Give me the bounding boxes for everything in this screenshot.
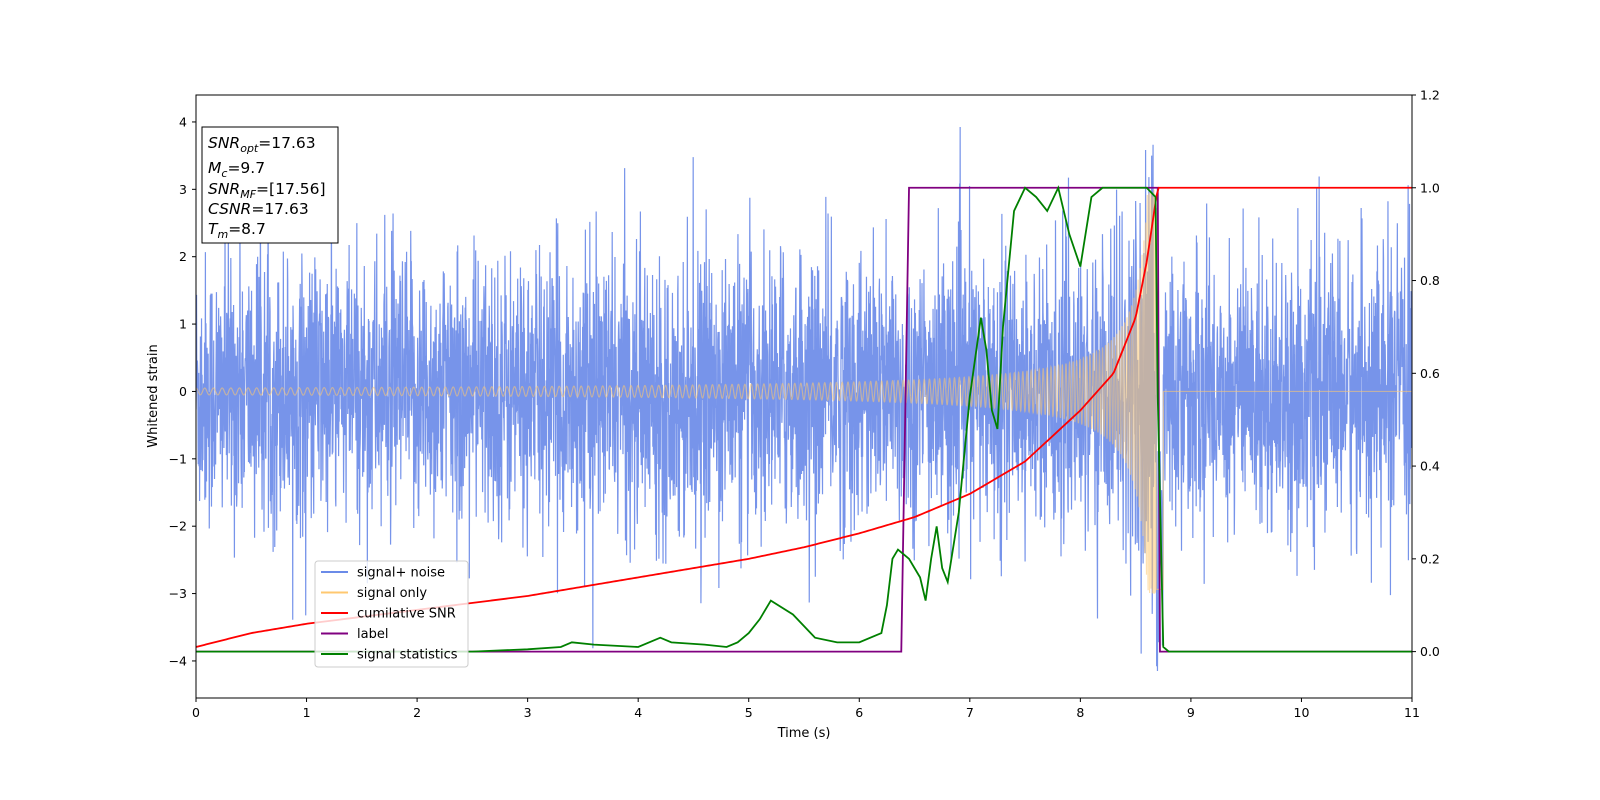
y-left-tick-label: 4 <box>179 114 187 129</box>
x-tick-label: 10 <box>1294 705 1310 720</box>
legend-entry-label: signal+ noise <box>357 566 445 581</box>
x-tick-label: 0 <box>192 705 200 720</box>
x-tick-label: 5 <box>745 705 753 720</box>
x-tick-label: 1 <box>303 705 311 720</box>
x-axis-ticks: 0 1 2 3 4 5 6 7 8 9 10 11 <box>192 698 1420 720</box>
y-left-tick-label: 3 <box>179 182 187 197</box>
x-tick-label: 9 <box>1187 705 1195 720</box>
y-left-tick-label: −4 <box>169 653 187 668</box>
series-signal-noise <box>196 126 1412 672</box>
y-left-tick-label: −3 <box>169 586 187 601</box>
info-line: SNRMF=[17.56] <box>208 180 326 201</box>
x-tick-label: 4 <box>634 705 642 720</box>
legend-entry-label: label <box>357 627 388 642</box>
legend: signal+ noise signal only cumilative SNR la… <box>314 560 469 668</box>
x-tick-label: 3 <box>524 705 532 720</box>
y-left-tick-label: −2 <box>169 519 187 534</box>
y-right-tick-label: 0.4 <box>1420 459 1440 474</box>
info-line: Mc=9.7 <box>208 159 265 180</box>
y-right-tick-label: 0.8 <box>1420 273 1440 288</box>
info-box-frame <box>201 126 339 244</box>
y-right-tick-label: 0.2 <box>1420 551 1440 566</box>
x-tick-label: 7 <box>966 705 974 720</box>
y-left-tick-label: 0 <box>179 384 187 399</box>
y-axis-left-ticks: −4 −3 −2 −1 0 1 2 3 4 <box>169 114 196 668</box>
y-axis-label: Whitened strain <box>146 344 161 447</box>
y-right-tick-label: 0.0 <box>1420 644 1440 659</box>
info-box: SNRopt=17.63 Mc=9.7SNRMF=[17.56]CSNR=17.6… <box>201 126 339 244</box>
x-tick-label: 6 <box>855 705 863 720</box>
legend-frame <box>314 560 469 668</box>
legend-entry-label: signal statistics <box>357 648 458 663</box>
info-line: Tm=8.7 <box>208 220 266 241</box>
plot-frame <box>195 94 1413 699</box>
y-axis-right-ticks: 0.0 0.2 0.4 0.6 0.8 1.0 1.2 <box>1412 88 1440 659</box>
y-right-tick-label: 1.2 <box>1420 88 1440 103</box>
series-signal-statistics <box>196 185 1412 653</box>
info-line: CSNR=17.63 <box>208 200 309 218</box>
legend-entry-label: signal only <box>357 586 427 601</box>
x-tick-label: 8 <box>1076 705 1084 720</box>
info-line: SNRopt=17.63 <box>208 134 316 155</box>
y-right-tick-label: 0.6 <box>1420 366 1440 381</box>
y-left-tick-label: 1 <box>179 317 187 332</box>
y-left-tick-label: −1 <box>169 451 187 466</box>
y-right-tick-label: 1.0 <box>1420 180 1440 195</box>
x-tick-label: 11 <box>1404 705 1420 720</box>
y-left-tick-label: 2 <box>179 249 187 264</box>
legend-entry-label: cumilative SNR <box>357 607 456 622</box>
series-signal-only <box>196 189 1412 594</box>
x-axis-label: Time (s) <box>777 726 831 741</box>
x-tick-label: 2 <box>413 705 421 720</box>
